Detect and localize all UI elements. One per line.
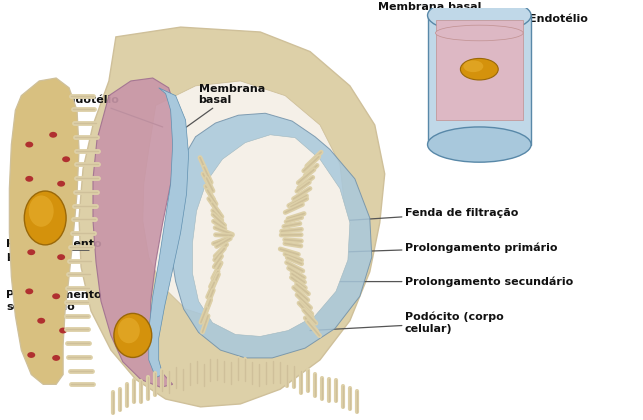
Bar [435,20,523,120]
Ellipse shape [59,328,67,333]
Text: Endotélio: Endotélio [60,95,163,127]
Ellipse shape [29,195,53,227]
Ellipse shape [435,25,523,41]
Ellipse shape [52,293,60,299]
Text: Podócito: Podócito [16,144,71,179]
Ellipse shape [24,191,66,245]
PathPatch shape [79,27,385,407]
PathPatch shape [10,78,79,384]
Text: Endotélio: Endotélio [489,14,588,35]
PathPatch shape [192,135,350,336]
Text: Prolongamento
primário: Prolongamento primário [6,239,102,261]
Ellipse shape [62,156,70,162]
Ellipse shape [49,132,57,138]
Text: Fenda de filtração: Fenda de filtração [340,208,518,221]
Ellipse shape [52,355,60,361]
Ellipse shape [25,142,33,147]
Text: Membrana basal: Membrana basal [378,3,481,29]
Ellipse shape [37,318,45,324]
PathPatch shape [143,81,345,319]
Bar [428,16,531,144]
Ellipse shape [25,289,33,294]
Ellipse shape [27,352,35,358]
PathPatch shape [93,78,176,387]
Text: Podócito (corpo
celular): Podócito (corpo celular) [310,312,503,334]
Ellipse shape [25,176,33,182]
Ellipse shape [464,60,484,72]
Ellipse shape [428,127,531,162]
Ellipse shape [57,181,65,186]
Ellipse shape [428,0,531,33]
PathPatch shape [149,88,188,378]
Text: Prolongamento primário: Prolongamento primário [336,242,557,252]
PathPatch shape [170,113,372,358]
Ellipse shape [118,318,140,343]
Text: Membrana
basal: Membrana basal [176,84,265,135]
Ellipse shape [114,313,152,357]
Text: Prolongamento secundário: Prolongamento secundário [332,276,573,287]
Ellipse shape [460,58,498,80]
Text: Prolongamento
secundário: Prolongamento secundário [6,290,102,312]
Ellipse shape [27,249,35,255]
Ellipse shape [57,254,65,260]
